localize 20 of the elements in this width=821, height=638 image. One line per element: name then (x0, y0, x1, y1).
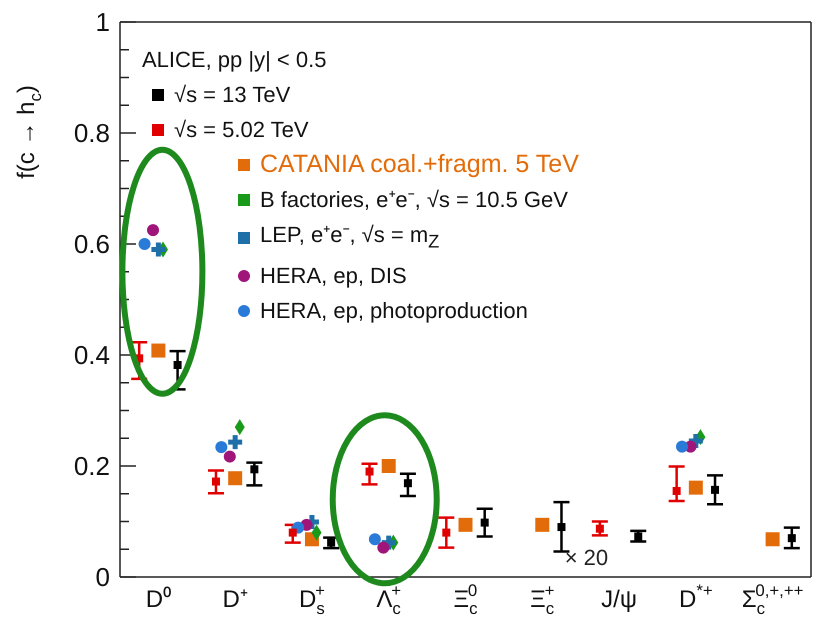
legend-label: CATANIA coal.+fragm. 5 TeV (260, 149, 579, 180)
y-tick-label: 0 (96, 562, 110, 592)
legend-title: ALICE, pp |y| < 0.5 (142, 46, 328, 74)
x-tick-label: D⁰ (146, 586, 172, 613)
y-tick-label: 0.8 (74, 118, 110, 148)
y-tick-label: 0.6 (74, 229, 110, 260)
legend-label: B factories, e⁺e⁻, √s = 10.5 GeV (260, 186, 568, 214)
x-tick-label: J/ψ (601, 586, 637, 613)
legend-label: √s = 5.02 TeV (174, 116, 309, 144)
annotation: × 20 (564, 545, 608, 570)
y-tick-label: 0.2 (74, 451, 110, 482)
legend-label: HERA, ep, photoproduction (260, 297, 528, 326)
x-tick-label: D*+ (678, 581, 713, 613)
y-axis-title: f(c → hc) (13, 85, 46, 179)
y-tick-label: 0.4 (74, 340, 110, 370)
legend-label: HERA, ep, DIS (260, 262, 407, 290)
legend-label: √s = 13 TeV (174, 81, 290, 109)
x-tick-label: D⁺ (222, 586, 248, 613)
y-tick-label: 1 (96, 7, 110, 38)
legend-label: LEP, e⁺e⁻, √s = m$_{Z}$ (260, 221, 440, 254)
